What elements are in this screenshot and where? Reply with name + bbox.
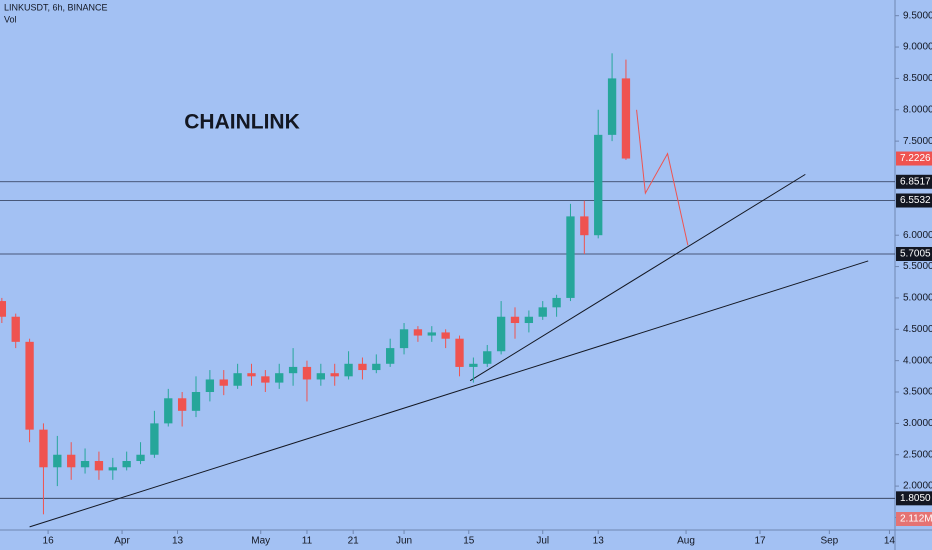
last-price-label: 7.2226 (900, 153, 931, 164)
candle-body (399, 329, 409, 349)
candle-body (25, 341, 34, 430)
candle-body (566, 216, 575, 298)
x-tick-label: Aug (677, 536, 695, 547)
candle-body (607, 78, 617, 135)
candle-body (358, 363, 367, 371)
candle-body (441, 332, 450, 339)
candle-body (39, 429, 48, 468)
candle-body (0, 301, 7, 317)
candle-body (316, 373, 325, 380)
candle-body (427, 332, 436, 336)
candle-body (136, 454, 145, 462)
candle-body (94, 461, 104, 471)
y-tick-label: 2.5000 (903, 449, 932, 460)
x-tick-label: 14 (884, 536, 896, 547)
x-tick-label: Sep (820, 536, 838, 547)
candle-body (80, 461, 90, 468)
candle-body (53, 454, 62, 468)
projection-path (636, 109, 689, 246)
trendline (29, 260, 869, 528)
candle-body (496, 316, 506, 352)
x-tick-label: Jul (536, 536, 549, 547)
y-tick-label: 8.5000 (903, 73, 932, 84)
level-label: 6.8517 (900, 176, 931, 187)
x-tick-label: May (251, 536, 270, 547)
level-badge (896, 193, 932, 208)
candle-body (219, 379, 228, 386)
candle-body (372, 363, 381, 371)
y-tick-label: 9.0000 (903, 42, 932, 53)
y-tick-label: 2.0000 (903, 481, 932, 492)
x-tick-label: 21 (348, 536, 360, 547)
candle-body (261, 376, 270, 383)
x-tick-label: Apr (114, 536, 130, 547)
x-tick-label: 13 (172, 536, 184, 547)
candle-body (413, 329, 423, 336)
candle-body (191, 392, 201, 411)
level-label: 5.7005 (900, 249, 931, 260)
y-tick-label: 5.5000 (903, 261, 932, 272)
candle-body (247, 373, 256, 377)
candle-body (538, 307, 547, 317)
candle-body (455, 338, 464, 367)
trendline (469, 173, 806, 382)
candle-body (552, 297, 561, 308)
level-label: 6.5532 (900, 195, 931, 206)
y-tick-label: 3.5000 (903, 387, 932, 398)
candle-body (469, 363, 478, 367)
candle-body (288, 366, 298, 374)
candle-body (108, 467, 117, 471)
x-tick-label: 11 (302, 536, 313, 547)
level-label: 1.8050 (900, 493, 931, 504)
candle-body (150, 423, 159, 455)
y-tick-label: 8.0000 (903, 104, 932, 115)
candle-body (122, 461, 131, 468)
candle-body (302, 366, 312, 380)
candle-body (524, 316, 534, 324)
candle-body (177, 398, 187, 411)
y-tick-label: 7.5000 (903, 136, 932, 147)
candle-body (205, 379, 215, 393)
candle-body (164, 398, 173, 424)
candle-body (275, 373, 284, 383)
y-tick-label: 3.0000 (903, 418, 932, 429)
level-badge (896, 246, 932, 261)
volume-badge (896, 512, 932, 526)
candle-body (483, 351, 492, 364)
symbol-label: LINKUSDT, 6h, BINANCE (4, 2, 108, 12)
candle-body (233, 373, 242, 386)
volume-label: 2.112M (900, 514, 932, 525)
y-tick-label: 4.5000 (903, 324, 932, 335)
y-tick-label: 4.0000 (903, 355, 932, 366)
x-tick-label: 17 (754, 536, 766, 547)
x-tick-label: 13 (593, 536, 605, 547)
candle-body (11, 316, 20, 342)
level-badge (896, 174, 932, 189)
candle-body (386, 348, 395, 364)
x-tick-label: Jun (396, 536, 412, 547)
candle-body (580, 216, 589, 236)
y-tick-label: 5.0000 (903, 293, 932, 304)
y-tick-label: 6.0000 (903, 230, 932, 241)
level-badge (896, 491, 932, 506)
candle-body (510, 316, 520, 324)
candle-body (67, 454, 76, 468)
candle-body (594, 134, 603, 236)
x-tick-label: 16 (43, 536, 55, 547)
candle-body (330, 373, 339, 377)
chart-title: CHAINLINK (184, 111, 300, 134)
y-tick-label: 9.5000 (903, 10, 932, 21)
candle-body (621, 78, 631, 159)
candle-body (344, 363, 353, 377)
x-tick-label: 15 (463, 536, 475, 547)
volume-legend: Vol (4, 14, 17, 24)
last-price-badge (896, 151, 932, 166)
